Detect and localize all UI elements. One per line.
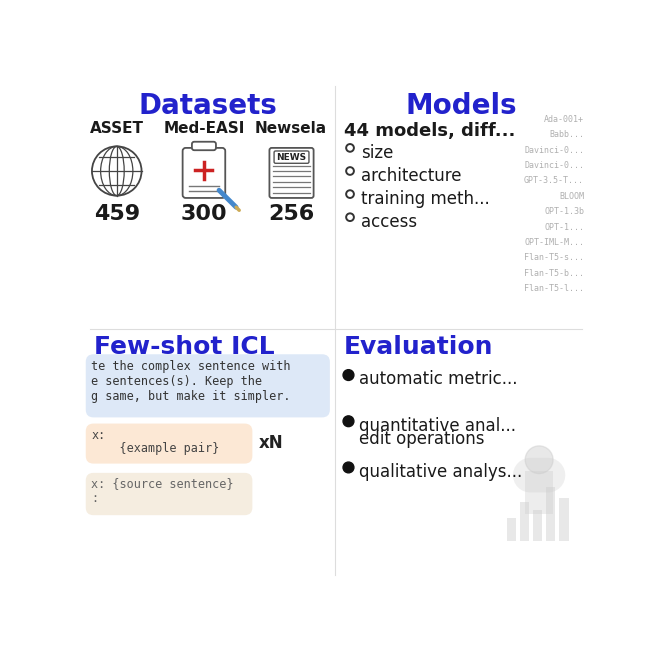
Circle shape	[343, 462, 354, 473]
Bar	[506, 517, 516, 540]
Text: 44 models, diff...: 44 models, diff...	[344, 122, 515, 140]
Text: edit operations: edit operations	[360, 430, 485, 449]
Text: te the complex sentence with: te the complex sentence with	[91, 360, 291, 373]
Circle shape	[525, 446, 553, 474]
Bar	[525, 472, 553, 514]
Text: 300: 300	[181, 204, 228, 224]
Text: e sentences(s). Keep the: e sentences(s). Keep the	[91, 375, 262, 388]
Text: x: {source sentence}: x: {source sentence}	[91, 477, 234, 491]
FancyBboxPatch shape	[86, 354, 330, 417]
Bar	[559, 498, 569, 540]
Bar	[546, 487, 555, 540]
Text: ASSET: ASSET	[90, 121, 143, 136]
Text: Datasets: Datasets	[139, 92, 278, 120]
Text: automatic metric...: automatic metric...	[360, 371, 518, 388]
Text: OPT-IML-M...: OPT-IML-M...	[524, 238, 584, 247]
Text: GPT-3.5-T...: GPT-3.5-T...	[524, 176, 584, 185]
Text: access: access	[361, 214, 417, 231]
FancyBboxPatch shape	[86, 473, 252, 515]
Text: OPT-1...: OPT-1...	[544, 223, 584, 232]
Bar	[520, 502, 529, 540]
FancyBboxPatch shape	[269, 148, 314, 198]
FancyBboxPatch shape	[192, 141, 216, 150]
Text: :: :	[91, 492, 98, 505]
Text: architecture: architecture	[361, 167, 461, 185]
Text: qualitative analys...: qualitative analys...	[360, 463, 523, 481]
Text: 459: 459	[94, 204, 140, 224]
Text: Newsela: Newsela	[255, 121, 328, 136]
Text: Davinci-0...: Davinci-0...	[524, 161, 584, 170]
Text: Evaluation: Evaluation	[344, 335, 493, 359]
FancyBboxPatch shape	[183, 148, 225, 198]
Text: quantitative anal...: quantitative anal...	[360, 417, 516, 435]
FancyBboxPatch shape	[86, 424, 252, 464]
Text: size: size	[361, 144, 393, 162]
Text: Med-EASI: Med-EASI	[164, 121, 245, 136]
Text: Davinci-0...: Davinci-0...	[524, 145, 584, 155]
Text: OPT-1.3b: OPT-1.3b	[544, 207, 584, 216]
Text: xN: xN	[259, 434, 283, 452]
Text: g same, but make it simpler.: g same, but make it simpler.	[91, 390, 291, 403]
Circle shape	[343, 416, 354, 426]
FancyBboxPatch shape	[274, 151, 309, 163]
Text: 256: 256	[268, 204, 314, 224]
Text: Flan-T5-l...: Flan-T5-l...	[524, 284, 584, 293]
Text: Flan-T5-b...: Flan-T5-b...	[524, 269, 584, 278]
Text: BLOOM: BLOOM	[559, 192, 584, 201]
Text: Ada-001+: Ada-001+	[544, 115, 584, 124]
Text: training meth...: training meth...	[361, 190, 490, 208]
Text: Babb...: Babb...	[549, 130, 584, 140]
Bar	[533, 510, 542, 540]
Text: Few-shot ICL: Few-shot ICL	[94, 335, 274, 359]
Text: NEWS: NEWS	[276, 153, 307, 162]
Text: Flan-T5-s...: Flan-T5-s...	[524, 253, 584, 263]
Text: x:: x:	[91, 429, 105, 442]
Circle shape	[343, 369, 354, 381]
Text: Models: Models	[406, 92, 517, 120]
Text: {example pair}: {example pair}	[91, 442, 219, 455]
